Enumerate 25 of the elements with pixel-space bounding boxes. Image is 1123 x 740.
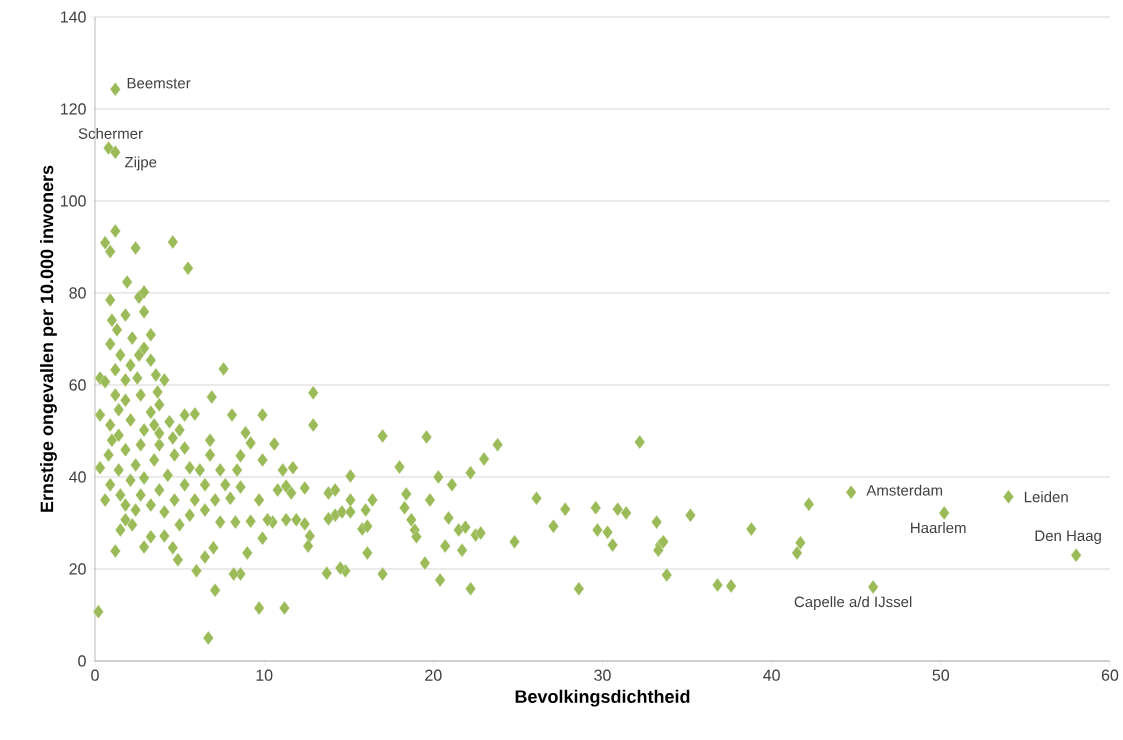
annotation: Haarlem [911, 522, 966, 534]
x-tick-label: 50 [932, 669, 950, 681]
annotation: Capelle a/d IJssel [794, 596, 912, 611]
annotation: Zijpe [124, 156, 157, 171]
x-axis-title: Bevolkingsdichtheid [515, 689, 690, 707]
x-tick-label: 60 [1101, 669, 1119, 681]
annotation: Leiden [1024, 491, 1068, 503]
annotation: Den Haag [1035, 530, 1101, 544]
x-tick-label: 20 [425, 669, 442, 681]
x-tick-label: 30 [594, 669, 611, 681]
annotation: Schermer [78, 127, 143, 139]
x-tick-label: 40 [763, 669, 780, 681]
annotation: Beemster [127, 77, 191, 89]
annotation: Amsterdam [866, 484, 943, 496]
y-tick-label: 140 [61, 11, 86, 23]
y-tick-label: 0 [78, 655, 86, 667]
y-tick-label: 60 [69, 379, 86, 391]
y-tick-label: 80 [69, 287, 86, 299]
y-tick-label: 100 [61, 195, 86, 207]
x-tick-label: 0 [91, 669, 99, 681]
y-tick-label: 40 [69, 471, 86, 483]
y-axis-title: Ernstige ongevallen per 10.000 inwoners [40, 165, 57, 512]
y-tick-label: 20 [69, 563, 86, 575]
x-tick-label: 10 [256, 669, 273, 681]
y-tick-label: 120 [61, 103, 86, 115]
